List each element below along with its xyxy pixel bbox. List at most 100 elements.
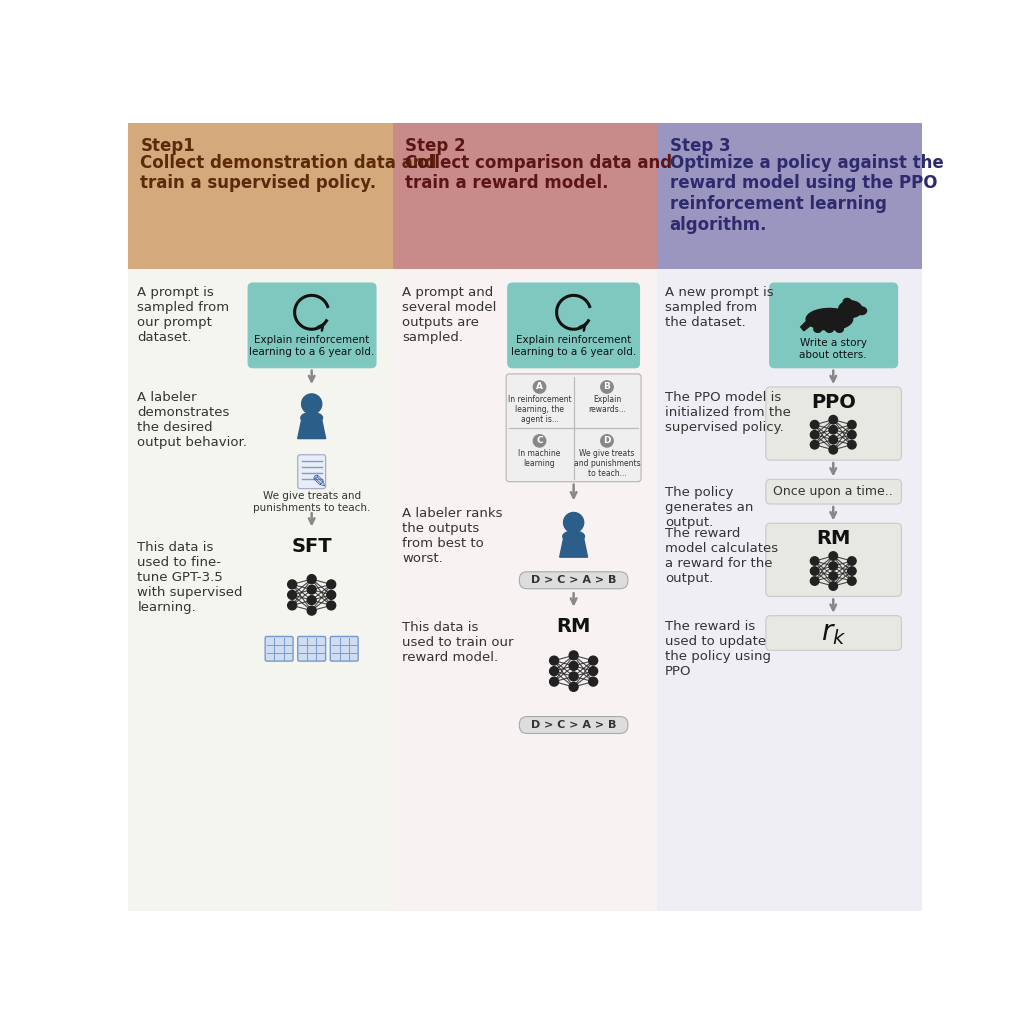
Circle shape [563, 512, 584, 532]
Text: SFT: SFT [292, 538, 332, 556]
Circle shape [569, 651, 579, 659]
Ellipse shape [814, 327, 821, 333]
Text: ✎: ✎ [312, 473, 327, 492]
Bar [128, 123, 393, 269]
Text: A: A [536, 383, 543, 391]
Circle shape [569, 662, 579, 671]
Circle shape [589, 667, 598, 676]
Text: We give treats and
punishments to teach.: We give treats and punishments to teach. [253, 490, 371, 513]
Circle shape [550, 656, 558, 665]
Circle shape [601, 435, 613, 447]
Ellipse shape [825, 327, 834, 333]
Circle shape [307, 574, 316, 584]
Text: RM: RM [816, 529, 851, 549]
Circle shape [848, 421, 856, 429]
Circle shape [569, 682, 579, 691]
Text: Step1: Step1 [140, 137, 196, 155]
Circle shape [550, 667, 558, 676]
Circle shape [550, 677, 558, 686]
Text: Optimize a policy against the
reward model using the PPO
reinforcement learning
: Optimize a policy against the reward mod… [670, 154, 943, 234]
Text: The reward is
used to update
the policy using
PPO: The reward is used to update the policy … [665, 620, 771, 678]
Text: A prompt is
sampled from
our prompt
dataset.: A prompt is sampled from our prompt data… [137, 286, 229, 344]
Bar [657, 269, 922, 911]
Circle shape [848, 567, 856, 575]
Text: The reward
model calculates
a reward for the
output.: The reward model calculates a reward for… [665, 527, 778, 585]
Text: Collect demonstration data and
train a supervised policy.: Collect demonstration data and train a s… [140, 154, 437, 193]
FancyBboxPatch shape [519, 571, 628, 589]
Circle shape [829, 562, 838, 570]
Circle shape [589, 677, 598, 686]
Text: RM: RM [556, 617, 591, 636]
Text: Step 3: Step 3 [670, 137, 730, 155]
Polygon shape [560, 535, 588, 557]
Ellipse shape [806, 308, 853, 330]
Text: Collect comparison data and
train a reward model.: Collect comparison data and train a rewa… [406, 154, 673, 193]
Text: Once upon a time..: Once upon a time.. [773, 485, 893, 499]
Text: Write a story
about otters.: Write a story about otters. [800, 339, 867, 360]
Text: D > C > A > B: D > C > A > B [530, 575, 616, 586]
Text: Explain
rewards...: Explain rewards... [588, 394, 626, 414]
Text: PPO: PPO [811, 393, 856, 412]
Polygon shape [801, 319, 812, 331]
Circle shape [327, 591, 336, 599]
FancyBboxPatch shape [265, 637, 293, 662]
FancyBboxPatch shape [298, 637, 326, 662]
Circle shape [810, 421, 819, 429]
Circle shape [327, 580, 336, 589]
Text: $r_k$: $r_k$ [820, 618, 846, 646]
FancyBboxPatch shape [766, 479, 901, 504]
FancyBboxPatch shape [331, 637, 358, 662]
Circle shape [288, 580, 297, 589]
Text: Explain reinforcement
learning to a 6 year old.: Explain reinforcement learning to a 6 ye… [249, 336, 375, 357]
Circle shape [327, 601, 336, 610]
Text: A labeler ranks
the outputs
from best to
worst.: A labeler ranks the outputs from best to… [402, 507, 503, 565]
Bar [393, 123, 657, 269]
Bar [393, 269, 657, 911]
Text: We give treats
and punishments
to teach...: We give treats and punishments to teach.… [573, 449, 640, 478]
FancyBboxPatch shape [766, 523, 901, 596]
Ellipse shape [839, 301, 862, 317]
FancyBboxPatch shape [248, 283, 376, 368]
Text: In machine
learning: In machine learning [518, 449, 561, 468]
Circle shape [829, 426, 838, 434]
Text: A prompt and
several model
outputs are
sampled.: A prompt and several model outputs are s… [402, 286, 497, 344]
Text: A labeler
demonstrates
the desired
output behavior.: A labeler demonstrates the desired outpu… [137, 391, 247, 449]
Circle shape [534, 435, 546, 447]
FancyBboxPatch shape [766, 615, 901, 650]
FancyBboxPatch shape [506, 374, 641, 481]
Circle shape [848, 557, 856, 565]
Circle shape [307, 596, 316, 604]
Circle shape [848, 440, 856, 449]
Text: The PPO model is
initialized from the
supervised policy.: The PPO model is initialized from the su… [665, 391, 791, 434]
Circle shape [829, 571, 838, 581]
Circle shape [829, 445, 838, 454]
Circle shape [810, 577, 819, 586]
Circle shape [810, 430, 819, 439]
Text: D > C > A > B: D > C > A > B [530, 720, 616, 730]
Ellipse shape [836, 327, 844, 333]
Circle shape [829, 435, 838, 444]
Text: This data is
used to train our
reward model.: This data is used to train our reward mo… [402, 622, 514, 665]
Circle shape [288, 601, 297, 610]
Circle shape [810, 440, 819, 449]
Text: D: D [603, 436, 610, 445]
Circle shape [601, 381, 613, 393]
Text: Explain reinforcement
learning to a 6 year old.: Explain reinforcement learning to a 6 ye… [511, 336, 636, 357]
Bar [657, 123, 922, 269]
Circle shape [829, 582, 838, 590]
Polygon shape [298, 416, 326, 438]
Text: Step 2: Step 2 [406, 137, 466, 155]
Circle shape [810, 567, 819, 575]
Circle shape [829, 416, 838, 424]
Circle shape [848, 577, 856, 586]
Text: The policy
generates an
output.: The policy generates an output. [665, 485, 754, 528]
Circle shape [307, 585, 316, 594]
Circle shape [810, 557, 819, 565]
Ellipse shape [563, 531, 585, 542]
Circle shape [829, 552, 838, 560]
FancyBboxPatch shape [770, 283, 898, 368]
Circle shape [589, 656, 598, 665]
Circle shape [302, 394, 322, 414]
Text: B: B [603, 383, 610, 391]
Circle shape [288, 591, 297, 599]
